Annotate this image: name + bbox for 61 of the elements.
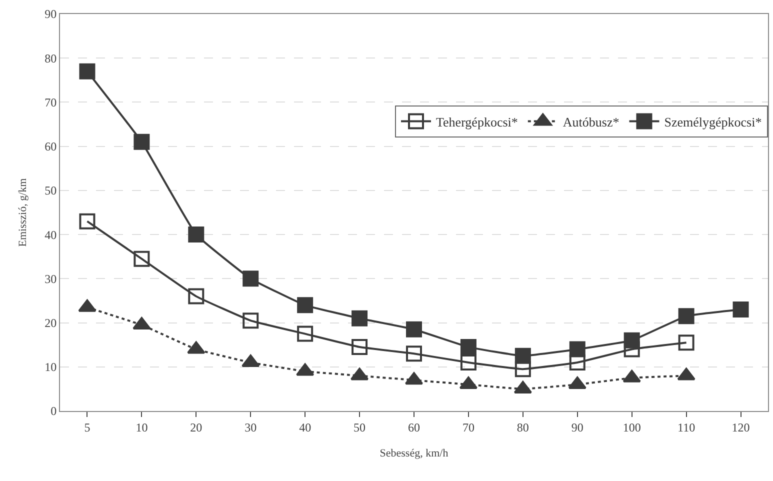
point — [514, 348, 531, 364]
x-tick-label: 80 — [516, 420, 529, 434]
y-tick-label: 30 — [44, 272, 57, 286]
y-tick-label: 80 — [44, 51, 57, 66]
point — [296, 363, 314, 376]
point — [569, 354, 586, 370]
y-tick-label: 10 — [44, 360, 57, 374]
point — [406, 321, 422, 338]
x-tick-label: 20 — [190, 420, 202, 434]
x-tick-label: 100 — [622, 420, 641, 434]
point — [406, 346, 422, 362]
point — [134, 134, 150, 150]
point — [78, 299, 96, 312]
point — [624, 332, 640, 348]
point — [678, 308, 694, 324]
y-tick-label: 20 — [44, 316, 57, 330]
point — [622, 370, 641, 382]
legend-label: Tehergépkocsi* — [436, 114, 518, 130]
y-tick-label: 50 — [44, 184, 57, 198]
x-tick-label: 40 — [299, 420, 312, 434]
legend-label: Személygépkocsi* — [664, 114, 762, 130]
point — [352, 310, 368, 326]
point — [188, 226, 204, 243]
x-tick-label: 90 — [571, 420, 584, 434]
point — [134, 250, 150, 267]
point — [677, 368, 696, 380]
y-tick-label: 40 — [44, 228, 57, 242]
point — [242, 270, 259, 287]
point — [188, 288, 204, 304]
y-tick-label: 60 — [44, 140, 57, 154]
point — [187, 341, 206, 354]
x-tick-label: 30 — [244, 420, 257, 434]
point — [514, 380, 532, 394]
legend-label: Autóbusz* — [562, 114, 620, 130]
point — [79, 63, 96, 80]
point — [297, 297, 314, 314]
point — [569, 341, 586, 358]
point — [132, 316, 151, 330]
point — [79, 213, 96, 230]
point — [460, 354, 476, 370]
x-tick-label: 70 — [462, 420, 474, 434]
x-tick-label: 50 — [354, 420, 366, 434]
x-axis-title: Sebesség, km/h — [380, 448, 449, 460]
point — [568, 376, 586, 390]
point — [514, 361, 531, 378]
x-tick-label: 110 — [678, 420, 696, 434]
point — [678, 334, 694, 351]
x-tick-label: 5 — [84, 420, 90, 434]
y-tick-label: 70 — [44, 95, 57, 110]
x-tick-label: 60 — [408, 420, 420, 434]
point — [242, 312, 259, 329]
y-tick-label: 90 — [44, 7, 57, 22]
x-tick-label: 10 — [136, 420, 148, 434]
point — [732, 302, 749, 318]
point — [460, 339, 476, 356]
y-tick-label: 0 — [50, 404, 57, 418]
point — [352, 339, 368, 356]
x-tick-label: 120 — [732, 420, 750, 434]
point — [242, 354, 260, 367]
point — [297, 326, 314, 342]
y-axis-title: Emisszió, g/km — [17, 178, 30, 247]
